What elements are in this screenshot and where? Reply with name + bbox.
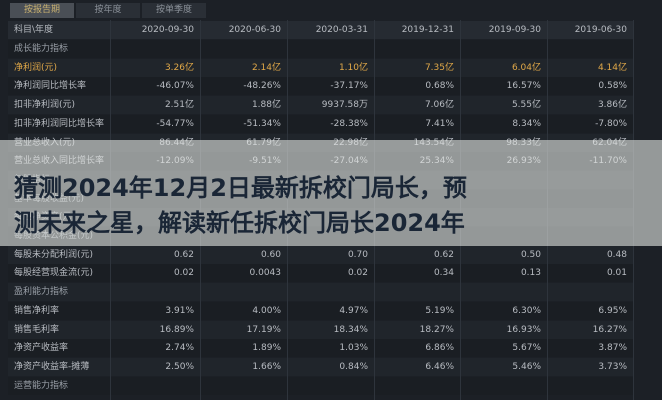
tab[interactable]: 按年度 bbox=[76, 3, 140, 18]
value-cell: -37.17% bbox=[330, 81, 368, 92]
value-cell: 0.84% bbox=[339, 361, 368, 372]
value-cell: 0.48 bbox=[606, 249, 627, 260]
header-cell: 2019-06-30 bbox=[574, 25, 627, 35]
value-cell: 7.35亿 bbox=[424, 62, 454, 73]
value-cell: 16.27% bbox=[592, 324, 627, 335]
value-cell: 2.51亿 bbox=[164, 100, 194, 111]
value-cell: 16.89% bbox=[159, 324, 194, 335]
value-cell: 4.97% bbox=[339, 305, 368, 316]
value-cell: 3.26亿 bbox=[164, 62, 194, 73]
value-cell: 9937.58万 bbox=[321, 100, 368, 111]
row-label: 净资产收益率 bbox=[14, 343, 69, 354]
header-cell: 2019-09-30 bbox=[488, 25, 541, 35]
value-cell: 1.03% bbox=[339, 343, 368, 354]
value-cell: 6.30% bbox=[512, 305, 541, 316]
row-label: 每股未分配利润(元) bbox=[14, 249, 94, 260]
value-cell: 0.34 bbox=[433, 268, 454, 279]
value-cell: -7.80% bbox=[595, 118, 627, 129]
value-cell: 6.86% bbox=[425, 343, 454, 354]
value-cell: -46.07% bbox=[156, 81, 194, 92]
row-label: 净资产收益率-摊薄 bbox=[14, 361, 90, 372]
title-line: 猜测2024年12月2日最新拆校门局长，预 bbox=[14, 174, 467, 202]
tab[interactable]: 按报告期 bbox=[10, 3, 74, 18]
value-cell: 8.34% bbox=[512, 118, 541, 129]
value-cell: 7.41% bbox=[425, 118, 454, 129]
tab[interactable]: 按单季度 bbox=[142, 3, 206, 18]
value-cell: 0.62 bbox=[173, 249, 194, 260]
value-cell: 3.73% bbox=[598, 361, 627, 372]
header-cell: 2020-09-30 bbox=[141, 25, 194, 35]
value-cell: -28.38% bbox=[330, 118, 368, 129]
row-label: 净利润同比增长率 bbox=[14, 81, 87, 92]
row-label: 销售净利率 bbox=[14, 305, 60, 316]
row-label: 每股经营现金流(元) bbox=[14, 268, 94, 279]
section-label: 运营能力指标 bbox=[14, 380, 69, 391]
value-cell: 3.86亿 bbox=[597, 100, 627, 111]
value-cell: 0.50 bbox=[520, 249, 541, 260]
title-line: 测未来之星，解读新任拆校门局长2024年 bbox=[14, 209, 465, 237]
row-label: 销售毛利率 bbox=[14, 324, 60, 335]
header-cell: 科目\年度 bbox=[14, 25, 54, 35]
value-cell: 0.70 bbox=[347, 249, 368, 260]
value-cell: 0.60 bbox=[260, 249, 281, 260]
value-cell: 2.50% bbox=[165, 361, 194, 372]
value-cell: 3.87% bbox=[598, 343, 627, 354]
value-cell: 16.93% bbox=[506, 324, 541, 335]
value-cell: 16.57% bbox=[506, 81, 541, 92]
value-cell: -54.77% bbox=[156, 118, 194, 129]
value-cell: 3.91% bbox=[165, 305, 194, 316]
value-cell: 4.00% bbox=[252, 305, 281, 316]
value-cell: 7.06亿 bbox=[424, 100, 454, 111]
value-cell: 18.34% bbox=[333, 324, 368, 335]
value-cell: 6.04亿 bbox=[511, 62, 541, 73]
value-cell: 0.68% bbox=[425, 81, 454, 92]
value-cell: 1.89% bbox=[252, 343, 281, 354]
row-label: 净利润(元) bbox=[14, 62, 58, 73]
value-cell: 0.02 bbox=[347, 268, 368, 279]
value-cell: 5.19% bbox=[425, 305, 454, 316]
value-cell: 0.0043 bbox=[249, 268, 282, 279]
title-band bbox=[0, 140, 662, 246]
value-cell: 1.88亿 bbox=[251, 100, 281, 111]
section-label: 成长能力指标 bbox=[14, 44, 69, 54]
value-cell: 1.66% bbox=[252, 361, 281, 372]
value-cell: -48.26% bbox=[243, 81, 281, 92]
value-cell: 4.14亿 bbox=[597, 62, 627, 73]
header-cell: 2020-06-30 bbox=[228, 25, 281, 35]
value-cell: 0.58% bbox=[598, 81, 627, 92]
header-cell: 2020-03-31 bbox=[315, 25, 368, 35]
value-cell: 0.62 bbox=[433, 249, 454, 260]
value-cell: 5.55亿 bbox=[511, 100, 541, 111]
value-cell: 6.95% bbox=[598, 305, 627, 316]
value-cell: 0.02 bbox=[173, 268, 194, 279]
row-label: 扣非净利润(元) bbox=[14, 100, 76, 111]
row-label: 扣非净利润同比增长率 bbox=[14, 118, 105, 129]
value-cell: 17.19% bbox=[246, 324, 281, 335]
value-cell: -51.34% bbox=[243, 118, 281, 129]
value-cell: 2.74% bbox=[165, 343, 194, 354]
value-cell: 5.67% bbox=[512, 343, 541, 354]
section-label: 盈利能力指标 bbox=[14, 287, 69, 298]
value-cell: 18.27% bbox=[419, 324, 454, 335]
value-cell: 6.46% bbox=[425, 361, 454, 372]
value-cell: 0.13 bbox=[520, 268, 541, 279]
header-cell: 2019-12-31 bbox=[401, 25, 454, 35]
value-cell: 0.01 bbox=[606, 268, 627, 279]
value-cell: 5.46% bbox=[512, 361, 541, 372]
value-cell: 2.14亿 bbox=[251, 62, 281, 73]
value-cell: 1.10亿 bbox=[338, 62, 368, 73]
